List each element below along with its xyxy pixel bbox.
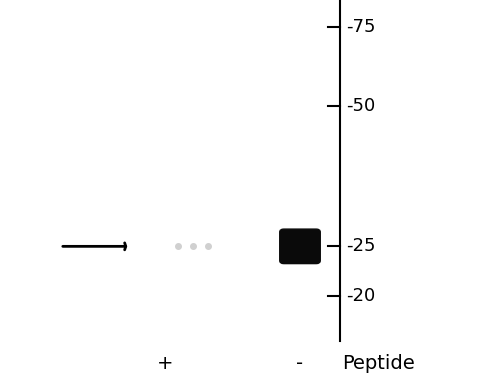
- Text: -25: -25: [346, 237, 376, 255]
- Text: +: +: [157, 354, 174, 373]
- Text: -75: -75: [346, 17, 376, 36]
- Text: Peptide: Peptide: [342, 354, 415, 373]
- Text: -20: -20: [346, 287, 376, 305]
- FancyBboxPatch shape: [280, 229, 320, 264]
- Text: -50: -50: [346, 97, 376, 115]
- Text: -: -: [296, 354, 304, 373]
